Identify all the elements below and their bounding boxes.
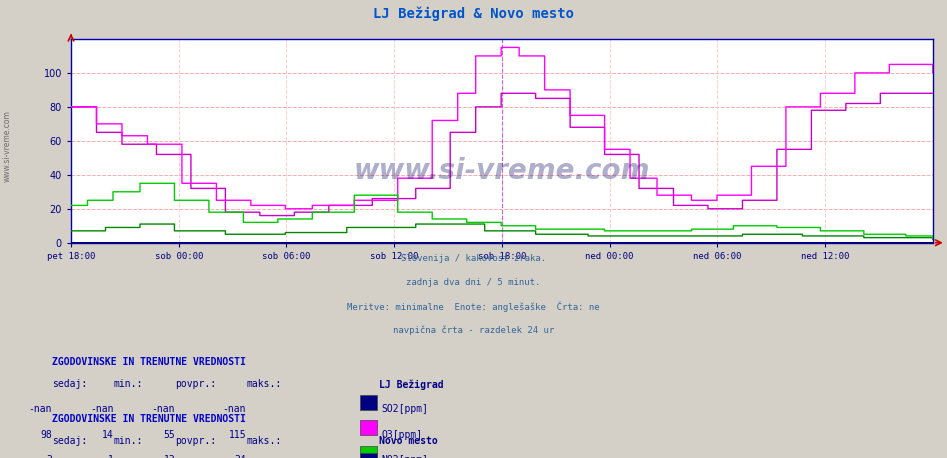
Text: povpr.:: povpr.: <box>175 379 216 389</box>
Text: LJ Bežigrad: LJ Bežigrad <box>379 379 443 390</box>
Text: povpr.:: povpr.: <box>175 436 216 447</box>
Text: min.:: min.: <box>114 379 143 389</box>
Text: NO2[ppm]: NO2[ppm] <box>382 455 429 458</box>
Text: 115: 115 <box>228 430 246 440</box>
Text: www.si-vreme.com: www.si-vreme.com <box>3 111 12 182</box>
Text: 3: 3 <box>46 455 52 458</box>
Text: maks.:: maks.: <box>246 436 281 447</box>
Text: www.si-vreme.com: www.si-vreme.com <box>353 158 651 185</box>
Text: navpična črta - razdelek 24 ur: navpična črta - razdelek 24 ur <box>393 326 554 335</box>
Text: 34: 34 <box>235 455 246 458</box>
Text: sedaj:: sedaj: <box>52 436 87 447</box>
Text: ZGODOVINSKE IN TRENUTNE VREDNOSTI: ZGODOVINSKE IN TRENUTNE VREDNOSTI <box>52 357 246 367</box>
Text: LJ Bežigrad & Novo mesto: LJ Bežigrad & Novo mesto <box>373 7 574 22</box>
Text: 1: 1 <box>108 455 114 458</box>
Text: -nan: -nan <box>152 404 175 414</box>
Text: 13: 13 <box>164 455 175 458</box>
Text: min.:: min.: <box>114 436 143 447</box>
Text: 98: 98 <box>41 430 52 440</box>
Text: Meritve: minimalne  Enote: anglešaške  Črta: ne: Meritve: minimalne Enote: anglešaške Črt… <box>348 302 599 312</box>
Text: -nan: -nan <box>223 404 246 414</box>
Text: Novo mesto: Novo mesto <box>379 436 438 447</box>
Text: O3[ppm]: O3[ppm] <box>382 430 422 440</box>
Text: -nan: -nan <box>90 404 114 414</box>
Text: 14: 14 <box>102 430 114 440</box>
Text: zadnja dva dni / 5 minut.: zadnja dva dni / 5 minut. <box>406 278 541 287</box>
Text: 55: 55 <box>164 430 175 440</box>
Text: -nan: -nan <box>28 404 52 414</box>
Text: SO2[ppm]: SO2[ppm] <box>382 404 429 414</box>
Text: Slovenija / kakovost zraka.: Slovenija / kakovost zraka. <box>401 254 546 263</box>
Text: ZGODOVINSKE IN TRENUTNE VREDNOSTI: ZGODOVINSKE IN TRENUTNE VREDNOSTI <box>52 414 246 425</box>
Text: sedaj:: sedaj: <box>52 379 87 389</box>
Text: maks.:: maks.: <box>246 379 281 389</box>
